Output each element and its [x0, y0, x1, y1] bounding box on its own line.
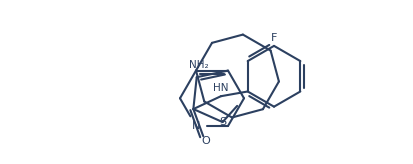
Text: S: S [219, 117, 226, 127]
Text: O: O [202, 136, 211, 146]
Text: HN: HN [213, 83, 229, 93]
Text: N: N [192, 121, 200, 131]
Text: NH₂: NH₂ [189, 60, 209, 70]
Text: F: F [271, 33, 277, 43]
